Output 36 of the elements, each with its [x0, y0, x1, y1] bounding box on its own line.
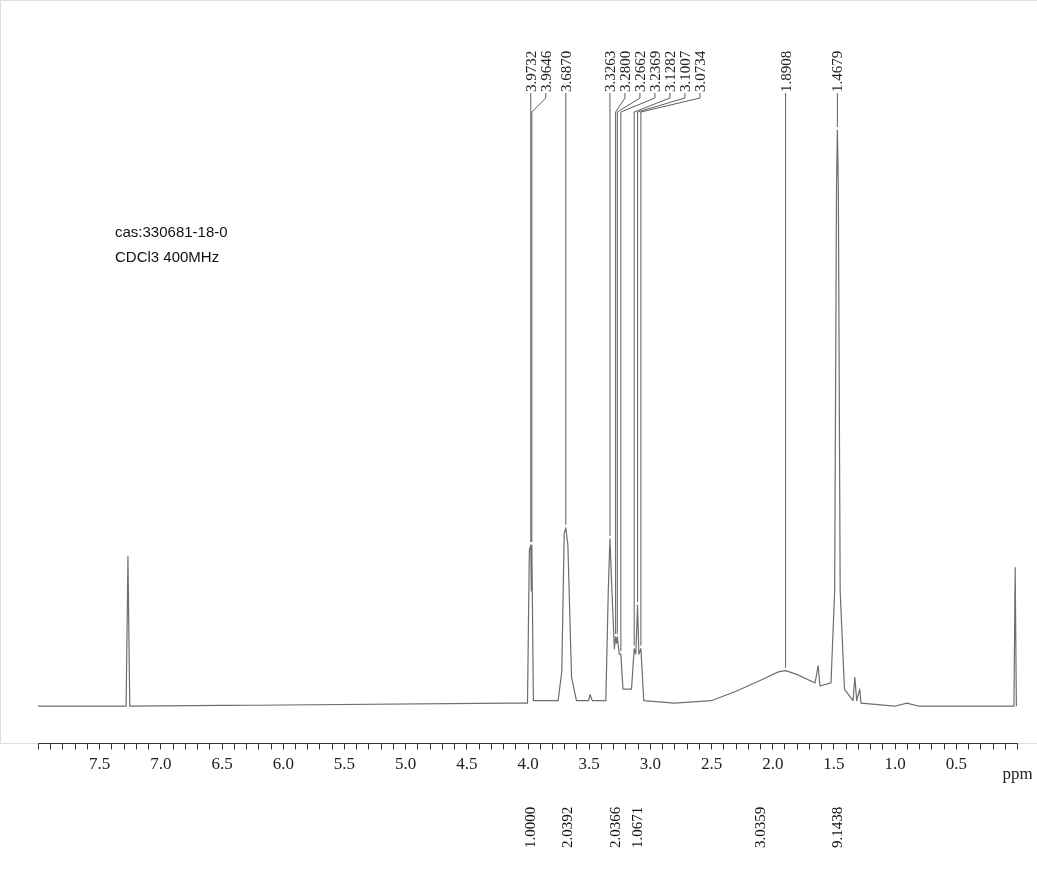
- x-tick-label: 4.0: [517, 753, 539, 773]
- annotation: 3.1282: [661, 50, 678, 92]
- x-tick-label: 3.5: [578, 753, 600, 773]
- x-tick-label: 5.5: [333, 753, 356, 773]
- text: 1.0000: [522, 806, 538, 848]
- annotation: cas:330681-18-0: [115, 223, 228, 240]
- text: 1.0671: [629, 806, 645, 848]
- x-tick-label: 6.5: [211, 753, 233, 773]
- x-tick-label: 7.5: [89, 753, 111, 773]
- annotation: 3.6870: [557, 50, 574, 92]
- annotation: 1.4679: [829, 50, 846, 92]
- x-tick-label: 5.0: [395, 753, 417, 773]
- annotation: 3.2662: [631, 50, 648, 92]
- annotation: 3.9646: [537, 50, 554, 92]
- x-tick-label: 1.0: [884, 753, 906, 773]
- x-tick-label: 0.5: [945, 753, 967, 773]
- text: 9.1438: [829, 806, 845, 848]
- annotation: 3.9732: [522, 50, 539, 92]
- annotation: 1.8908: [777, 50, 794, 92]
- x-tick-label: 4.5: [456, 753, 478, 773]
- x-axis-title: ppm: [1002, 763, 1033, 783]
- x-tick-label: 2.5: [700, 753, 723, 773]
- annotation: 3.3263: [601, 50, 618, 92]
- text: 2.0366: [607, 806, 623, 848]
- annotation: 3.2369: [646, 50, 663, 92]
- x-tick-label: 1.5: [823, 753, 845, 773]
- x-tick-label: 7.0: [150, 753, 172, 773]
- x-tick-label: 6.0: [272, 753, 294, 773]
- annotation: CDCl3 400MHz: [115, 248, 220, 265]
- x-tick-label: 3.0: [639, 753, 661, 773]
- text: 2.0392: [559, 806, 575, 848]
- annotation: 3.0734: [691, 50, 708, 92]
- text: 3.0359: [752, 806, 768, 848]
- annotation: 3.1007: [676, 50, 693, 92]
- x-tick-label: 2.0: [762, 753, 784, 773]
- annotation: 3.2800: [616, 50, 633, 92]
